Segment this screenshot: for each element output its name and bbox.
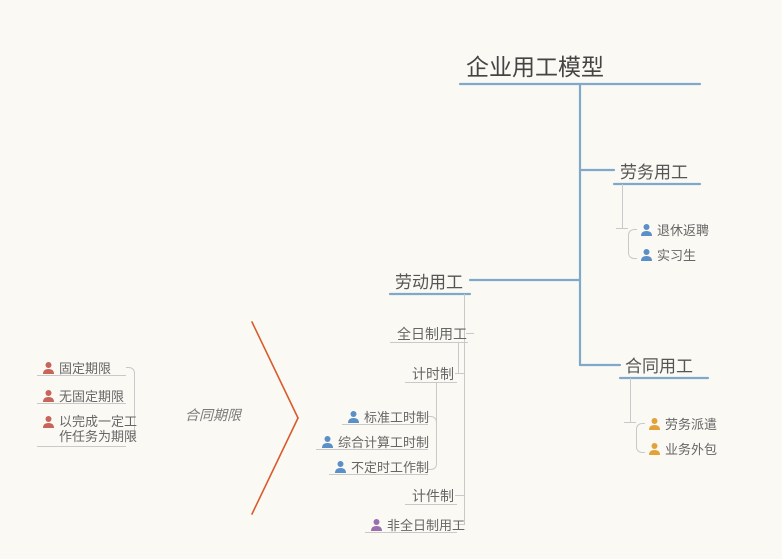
contract-term-label: 合同期限 (185, 405, 241, 425)
underline-parttime (365, 532, 457, 533)
tick (455, 373, 465, 374)
tick (624, 422, 636, 423)
conn-jishi-v (436, 382, 437, 442)
conn-hetong-v (630, 378, 631, 422)
person-icon (648, 417, 661, 430)
underline (37, 446, 126, 447)
leaf-dispatch: 劳务派遣 (648, 414, 717, 433)
conn-laowu-v (622, 184, 623, 228)
conn-ft-v (458, 342, 459, 374)
tick (455, 495, 465, 496)
leaf-task: 以完成一定工 作任务为期限 (42, 414, 137, 444)
bracket-hetong (636, 423, 645, 453)
leaf-label: 实习生 (657, 245, 696, 264)
leaf-label: 以完成一定工 作任务为期限 (59, 414, 137, 444)
bracket-laowu (628, 229, 637, 259)
person-icon (42, 389, 55, 402)
underline (37, 403, 126, 404)
leaf-label: 劳务派遣 (665, 414, 717, 433)
tick (466, 333, 474, 334)
leaf-label: 业务外包 (665, 439, 717, 458)
person-icon (347, 410, 360, 423)
underline-fulltime (390, 342, 468, 343)
leaf-intern: 实习生 (640, 245, 696, 264)
branch-laodong: 劳动用工 (395, 268, 463, 293)
underline (342, 424, 428, 425)
branch-hetong: 合同用工 (625, 352, 693, 377)
underline-jishi (405, 382, 457, 383)
underline (37, 375, 126, 376)
person-icon (42, 361, 55, 374)
leaf-label: 退休返聘 (657, 220, 709, 239)
underline (329, 474, 428, 475)
sub-jijian: 计件制 (412, 486, 454, 506)
person-icon (370, 518, 383, 531)
leaf-retire: 退休返聘 (640, 220, 709, 239)
person-icon (648, 442, 661, 455)
person-icon (640, 223, 653, 236)
person-icon (640, 248, 653, 261)
leaf-outsource: 业务外包 (648, 439, 717, 458)
sub-fulltime: 全日制用工 (395, 324, 467, 344)
sub-jishi: 计时制 (412, 364, 454, 384)
leaf-line1: 以完成一定工 (59, 414, 137, 429)
root-title: 企业用工模型 (466, 48, 604, 82)
leaf-line2: 作任务为期限 (59, 429, 137, 444)
underline-jijian (405, 504, 457, 505)
tick (616, 228, 628, 229)
person-icon (321, 435, 334, 448)
person-icon (42, 415, 55, 428)
branch-laowu: 劳务用工 (620, 158, 688, 183)
person-icon (334, 460, 347, 473)
underline (316, 449, 428, 450)
